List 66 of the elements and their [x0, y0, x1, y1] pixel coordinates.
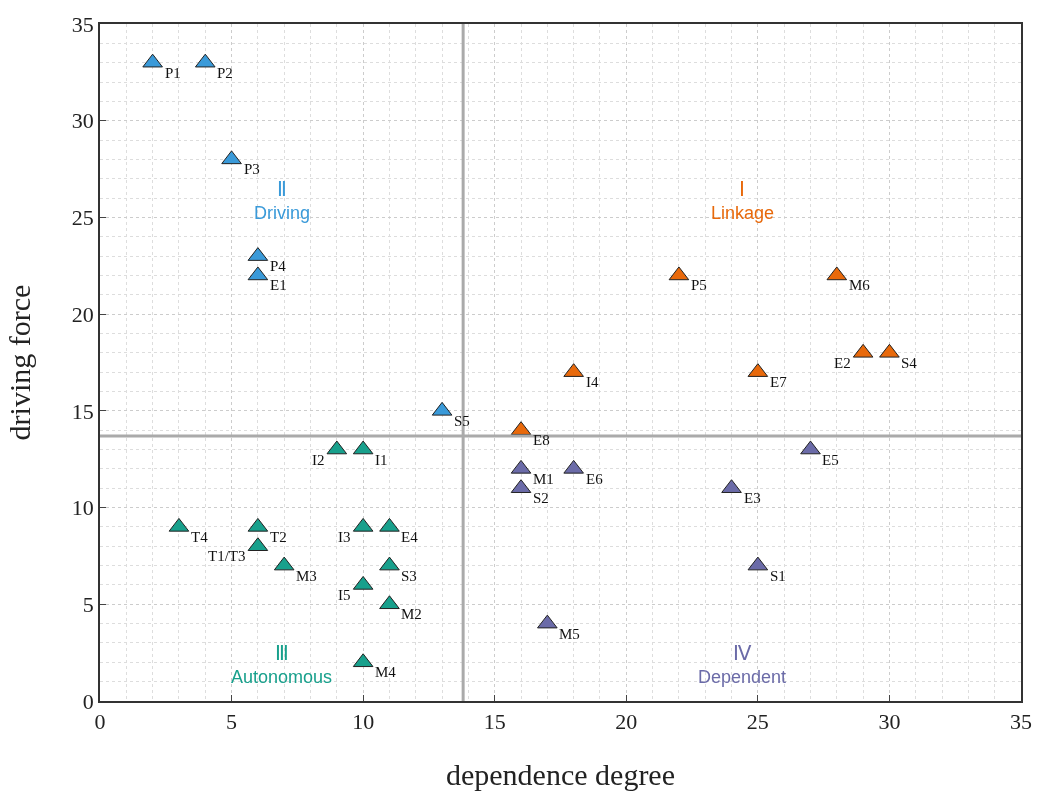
y-tick-label: 0	[82, 688, 94, 714]
annotation: E4	[401, 529, 419, 545]
annotation: M4	[375, 664, 397, 680]
y-tick-label: 20	[71, 301, 94, 327]
x-tick-label: 10	[352, 709, 375, 735]
annotation: I2	[312, 452, 325, 468]
annotation: P5	[691, 277, 707, 293]
annotation: Ⅳ	[733, 642, 752, 664]
annotation: Ⅱ	[277, 178, 287, 200]
annotation: Autonomous	[231, 667, 333, 687]
annotation: E8	[533, 432, 550, 448]
x-tick-label: 35	[1010, 709, 1032, 735]
annotation: M3	[296, 568, 317, 584]
point	[221, 150, 242, 165]
y-tick-label: 25	[71, 205, 94, 231]
annotation: S2	[533, 490, 549, 506]
point	[379, 556, 400, 571]
annotation: S4	[901, 355, 918, 371]
annotation: M2	[401, 606, 422, 622]
annotation: I1	[375, 452, 388, 468]
annotation: E5	[822, 452, 839, 468]
annotation: I3	[338, 529, 351, 545]
annotation: S1	[770, 568, 786, 584]
y-axis-title: driving force	[2, 284, 36, 441]
annotation: T2	[270, 529, 287, 545]
annotation: P3	[244, 161, 260, 177]
x-tick-label: 5	[226, 709, 238, 735]
point	[379, 517, 400, 532]
y-tick-label: 5	[82, 591, 94, 617]
annotation: P1	[165, 65, 181, 81]
x-tick-label: 30	[878, 709, 901, 735]
annotation: M5	[559, 626, 580, 642]
y-tick-label: 10	[71, 495, 94, 521]
annotation: E1	[270, 277, 287, 293]
y-tick-label: 35	[71, 11, 94, 37]
y-tick-label: 15	[71, 398, 94, 424]
point	[142, 53, 163, 68]
annotation: S3	[401, 568, 417, 584]
annotation: E3	[744, 490, 761, 506]
annotation: Driving	[254, 203, 311, 223]
point	[537, 614, 558, 629]
annotation: M1	[533, 471, 554, 487]
point	[800, 440, 821, 455]
x-tick-label: 25	[746, 709, 769, 735]
annotation: T4	[191, 529, 209, 545]
annotation: I5	[338, 587, 351, 603]
annotation: Linkage	[711, 203, 775, 223]
point	[563, 459, 584, 474]
point	[379, 595, 400, 610]
annotation: P2	[217, 65, 233, 81]
x-tick-label: 15	[483, 709, 506, 735]
x-tick-label: 20	[615, 709, 638, 735]
annotation: Ⅰ	[739, 178, 745, 200]
annotation: S5	[454, 413, 470, 429]
annotation: I4	[586, 374, 599, 390]
annotation: E6	[586, 471, 604, 487]
annotation: T1/T3	[208, 548, 246, 564]
annotation: Ⅲ	[275, 642, 289, 664]
y-tick-label: 30	[71, 108, 94, 134]
annotation: Dependent	[698, 667, 787, 687]
annotation: E7	[770, 374, 788, 390]
annotation: P4	[270, 258, 287, 274]
annotation: E2	[834, 355, 851, 371]
annotation: M6	[849, 277, 871, 293]
x-axis-title: dependence degree	[445, 758, 676, 791]
point	[879, 343, 900, 358]
